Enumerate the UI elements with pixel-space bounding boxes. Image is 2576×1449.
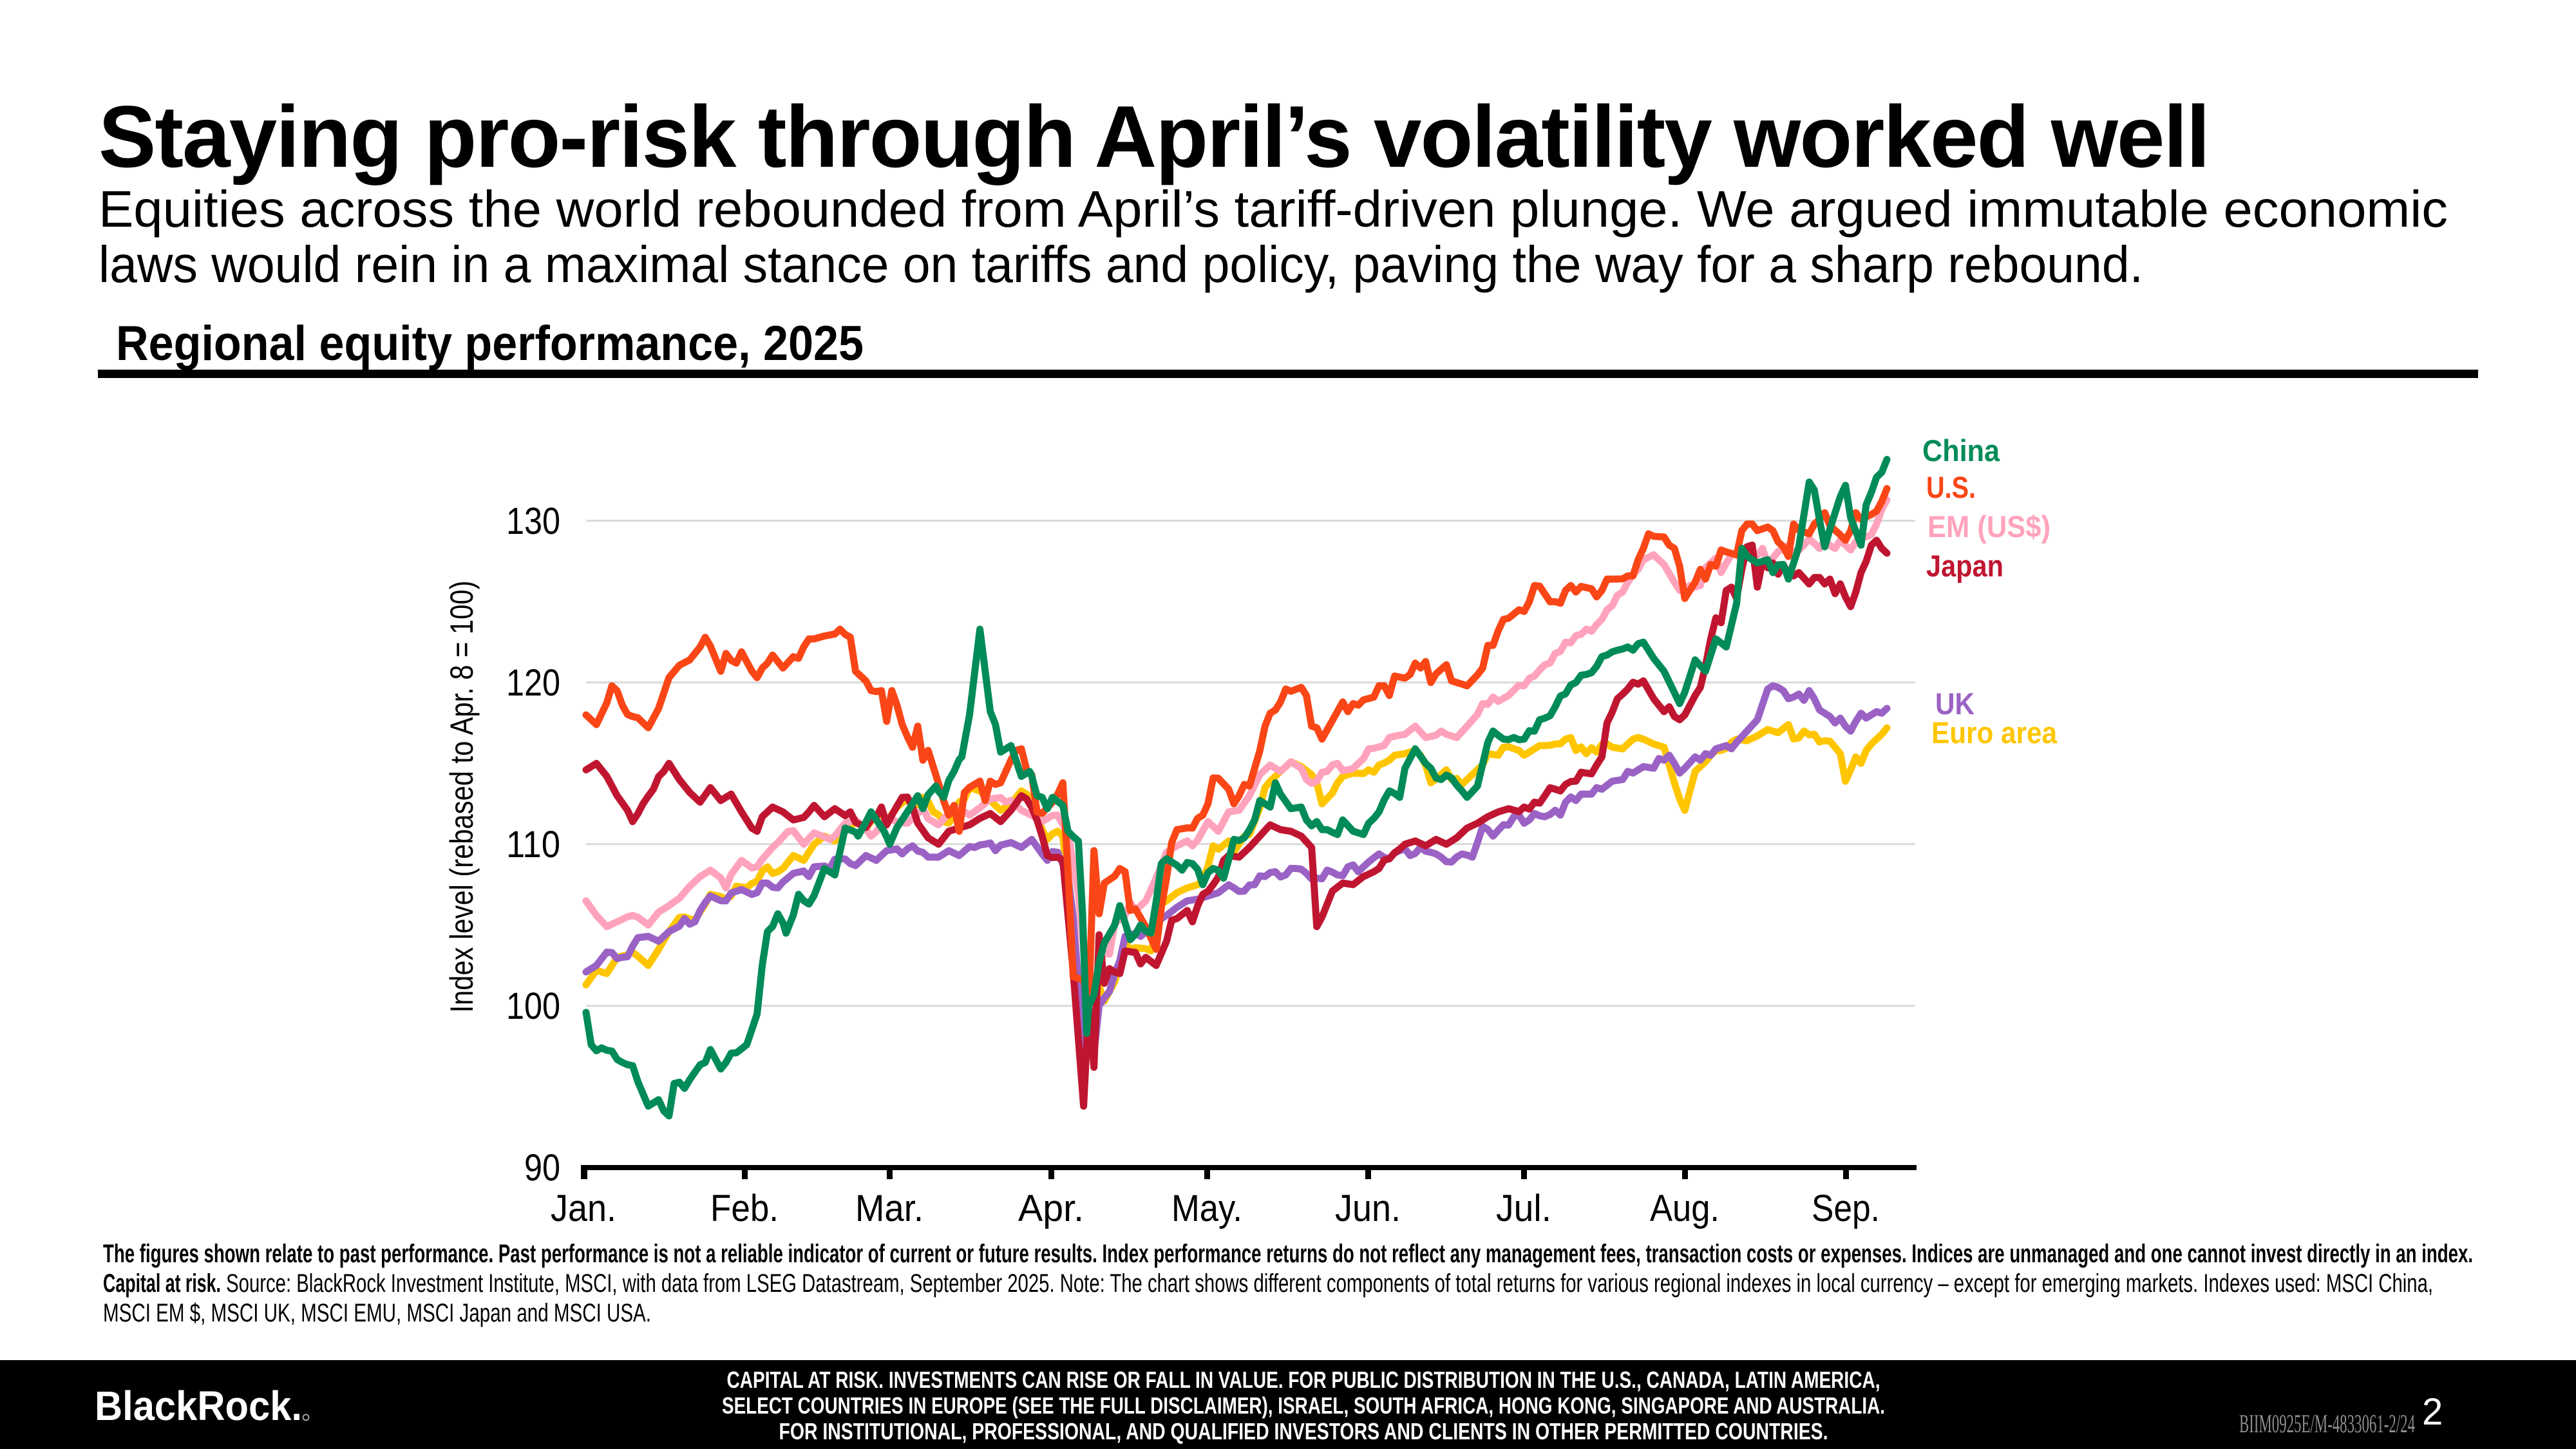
svg-text:Equities across the world rebo: Equities across the world rebounded from… (99, 180, 2448, 238)
svg-text:Japan: Japan (1926, 549, 2003, 583)
svg-text:MSCI EM $, MSCI UK, MSCI EMU,: MSCI EM $, MSCI UK, MSCI EMU, MSCI Japan… (103, 1299, 651, 1327)
svg-text:Feb.: Feb. (710, 1188, 779, 1229)
svg-text:110: 110 (506, 824, 560, 866)
svg-text:FOR INSTITUTIONAL, PROFESSIONA: FOR INSTITUTIONAL, PROFESSIONAL, AND QUA… (779, 1418, 1828, 1444)
svg-text:UK: UK (1935, 687, 1975, 721)
svg-text:BlackRock.: BlackRock. (95, 1383, 302, 1429)
svg-text:China: China (1922, 433, 2000, 468)
svg-text:Regional equity performance, 2: Regional equity performance, 2025 (116, 316, 864, 371)
svg-text:May.: May. (1171, 1188, 1242, 1229)
svg-text:Jan.: Jan. (551, 1188, 616, 1229)
svg-text:Jul.: Jul. (1496, 1188, 1551, 1229)
svg-text:120: 120 (506, 662, 560, 704)
svg-text:130: 130 (506, 500, 560, 542)
svg-text:U.S.: U.S. (1926, 470, 1976, 504)
svg-text:Jun.: Jun. (1335, 1188, 1401, 1229)
svg-text:laws would rein in a maximal s: laws would rein in a maximal stance on t… (99, 236, 2143, 293)
svg-text:2: 2 (2422, 1391, 2443, 1433)
svg-text:Euro area: Euro area (1931, 715, 2058, 750)
svg-text:BIIM0925E/M-4833061-2/24: BIIM0925E/M-4833061-2/24 (2239, 1409, 2415, 1438)
svg-text:Index level (rebased to Apr. 8: Index level (rebased to Apr. 8 = 100) (444, 581, 480, 1013)
svg-text:Apr.: Apr. (1018, 1188, 1084, 1229)
svg-text:Aug.: Aug. (1650, 1188, 1719, 1229)
svg-text:CAPITAL AT RISK. INVESTMENTS C: CAPITAL AT RISK. INVESTMENTS CAN RISE OR… (727, 1367, 1880, 1393)
svg-text:100: 100 (506, 985, 560, 1027)
svg-text:90: 90 (524, 1147, 560, 1189)
svg-text:The figures shown relate to pa: The figures shown relate to past perform… (103, 1240, 2473, 1268)
svg-text:Mar.: Mar. (855, 1188, 923, 1229)
svg-text:SELECT COUNTRIES IN EUROPE (SE: SELECT COUNTRIES IN EUROPE (SEE THE FULL… (722, 1392, 1885, 1419)
svg-text:Staying pro-risk through April: Staying pro-risk through April’s volatil… (99, 88, 2209, 185)
svg-text:Capital at risk. Source: Black: Capital at risk. Source: BlackRock Inves… (103, 1269, 2433, 1298)
svg-text:EM (US$): EM (US$) (1927, 509, 2050, 544)
svg-text:Sep.: Sep. (1812, 1188, 1880, 1229)
